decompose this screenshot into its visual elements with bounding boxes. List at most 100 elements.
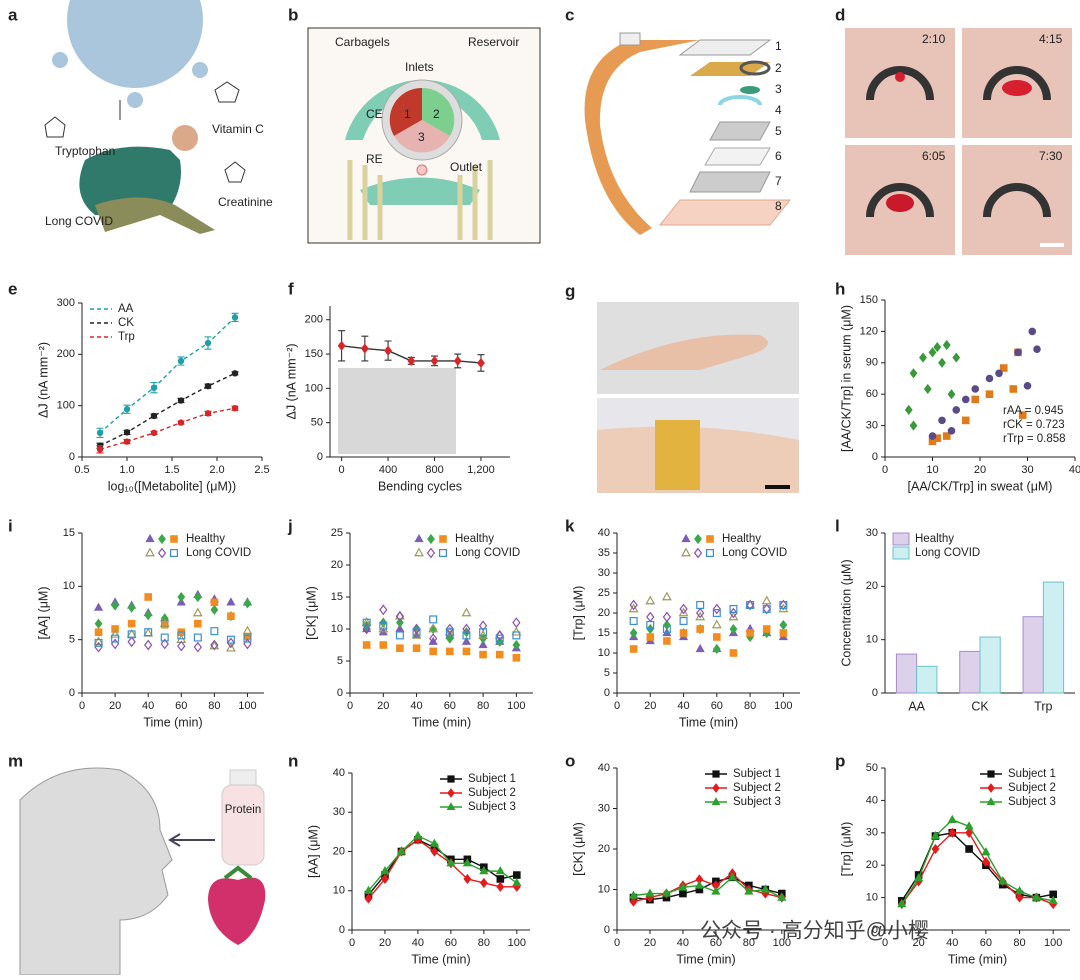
data-point bbox=[243, 634, 252, 643]
bar bbox=[916, 665, 938, 694]
bar bbox=[1042, 581, 1065, 694]
x-tick-label: 100 bbox=[508, 937, 526, 949]
data-point bbox=[729, 604, 738, 613]
x-tick-label: 60 bbox=[175, 700, 187, 712]
y-tick-label: 40 bbox=[598, 762, 610, 774]
label: CE bbox=[366, 107, 383, 121]
data-point bbox=[679, 889, 687, 898]
data-point bbox=[193, 641, 202, 653]
panel-letter: c bbox=[565, 5, 574, 24]
scale-bar bbox=[765, 485, 790, 489]
dye bbox=[895, 72, 905, 82]
data-point bbox=[696, 625, 704, 633]
data-point bbox=[948, 827, 957, 838]
data-point bbox=[123, 438, 131, 445]
data-point bbox=[160, 638, 169, 650]
legend-marker bbox=[681, 533, 691, 543]
data-point bbox=[961, 416, 970, 425]
data-point bbox=[711, 886, 721, 895]
x-axis-label: Time (min) bbox=[679, 715, 738, 729]
legend-marker bbox=[414, 547, 424, 557]
legend-marker bbox=[693, 547, 703, 559]
x-tick-label: 40 bbox=[410, 700, 422, 712]
x-axis-label: Time (min) bbox=[143, 715, 202, 729]
panel-b-diagram bbox=[307, 27, 541, 244]
data-point bbox=[646, 620, 655, 629]
y-tick-label: 20 bbox=[331, 559, 343, 571]
data-point bbox=[628, 603, 639, 613]
label: Creatinine bbox=[218, 195, 273, 209]
y-tick-label: 50 bbox=[311, 417, 323, 429]
data-point bbox=[938, 416, 946, 425]
label: RE bbox=[366, 152, 383, 166]
x-tick-label: 0 bbox=[347, 700, 353, 712]
data-point bbox=[679, 603, 688, 615]
data-point bbox=[461, 607, 472, 617]
data-point bbox=[629, 599, 638, 611]
device bbox=[655, 420, 700, 490]
x-tick-label: 20 bbox=[644, 700, 656, 712]
legend-marker bbox=[170, 548, 179, 557]
x-tick-label: 100 bbox=[507, 700, 525, 712]
data-point bbox=[745, 599, 756, 609]
y-axis-label: [AA] (μM) bbox=[306, 825, 320, 878]
data-point bbox=[645, 888, 655, 897]
data-point bbox=[942, 339, 951, 351]
legend-label: AA bbox=[118, 303, 134, 315]
y-tick-label: 0 bbox=[337, 687, 343, 699]
y-tick-label: 0 bbox=[604, 924, 610, 936]
panel-letter: e bbox=[8, 279, 17, 298]
data-point bbox=[193, 591, 202, 603]
data-point bbox=[204, 339, 212, 347]
data-point bbox=[111, 600, 119, 611]
x-tick-label: 100 bbox=[238, 700, 256, 712]
data-point bbox=[496, 875, 505, 883]
data-point bbox=[461, 636, 472, 645]
layer-number: 7 bbox=[775, 174, 782, 188]
data-point bbox=[177, 640, 186, 652]
outlet bbox=[416, 164, 428, 176]
legend-marker bbox=[158, 533, 166, 545]
data-point bbox=[981, 847, 991, 856]
dye bbox=[886, 194, 914, 212]
series-line bbox=[901, 832, 1054, 902]
data-point bbox=[1014, 886, 1025, 895]
layer-number: 5 bbox=[775, 124, 782, 138]
y-axis-label: Concentration (μM) bbox=[839, 559, 853, 666]
data-point bbox=[982, 856, 990, 868]
x-tick-label: 1.0 bbox=[119, 464, 134, 476]
data-point bbox=[985, 390, 994, 398]
data-point bbox=[745, 599, 755, 611]
data-point bbox=[413, 830, 423, 839]
x-tick-label: 20 bbox=[644, 937, 656, 949]
bottle-label: Protein bbox=[225, 804, 261, 816]
x-tick-label: 0 bbox=[882, 937, 888, 949]
x-tick-label: 100 bbox=[774, 700, 792, 712]
x-tick-label: 100 bbox=[773, 937, 791, 949]
legend-label: Subject 1 bbox=[733, 768, 781, 780]
data-point bbox=[930, 830, 941, 840]
data-point bbox=[512, 631, 521, 640]
x-tick-label: 80 bbox=[478, 937, 490, 949]
electrode bbox=[394, 120, 450, 153]
legend-label: Subject 3 bbox=[733, 796, 781, 808]
data-point bbox=[337, 340, 346, 351]
data-point bbox=[231, 405, 239, 412]
layer bbox=[678, 39, 772, 56]
x-axis-label: Time (min) bbox=[948, 952, 1007, 966]
y-axis-label: [Trp] (μM) bbox=[839, 822, 853, 877]
data-point bbox=[380, 866, 390, 875]
data-point bbox=[429, 615, 438, 624]
legend-label: Subject 2 bbox=[1008, 782, 1056, 794]
data-point bbox=[512, 639, 521, 651]
y-tick-label: 40 bbox=[598, 527, 610, 539]
annotation: rTrp = 0.858 bbox=[1003, 433, 1066, 445]
y-tick-label: 5 bbox=[69, 634, 75, 646]
data-point bbox=[971, 385, 980, 393]
data-point bbox=[429, 838, 440, 847]
legend-marker bbox=[986, 797, 996, 805]
x-tick-label: 20 bbox=[913, 937, 925, 949]
data-point bbox=[177, 357, 185, 365]
y-tick-label: 10 bbox=[333, 885, 345, 897]
data-point bbox=[646, 633, 655, 641]
